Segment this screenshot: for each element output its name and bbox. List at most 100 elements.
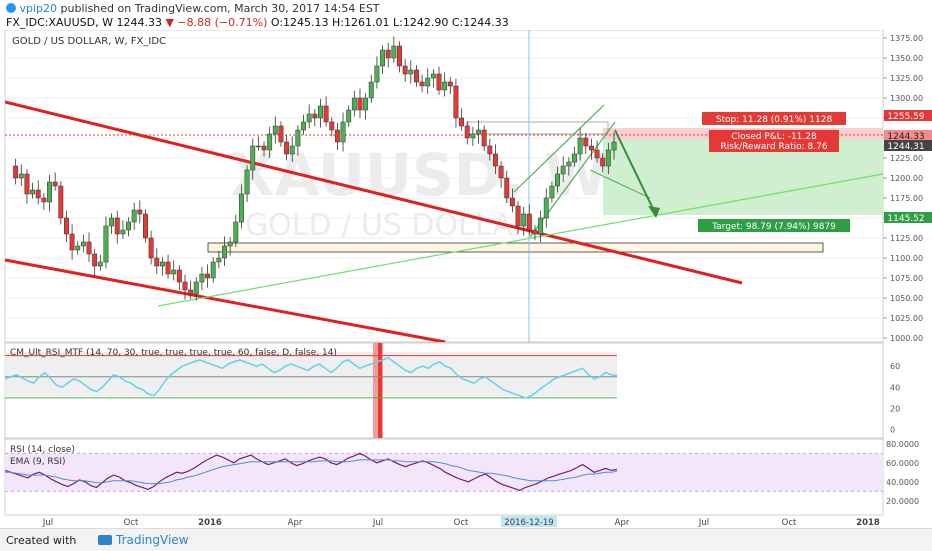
candle-up[interactable]	[351, 97, 357, 111]
candle-up[interactable]	[301, 121, 306, 131]
ult-rsi-line[interactable]	[5, 356, 618, 399]
candle-up[interactable]	[222, 245, 227, 259]
candle-down[interactable]	[600, 157, 606, 167]
candle-down[interactable]	[413, 69, 419, 83]
candle-down[interactable]	[532, 229, 538, 235]
channel-upper-line[interactable]	[513, 104, 605, 193]
candle-up[interactable]	[289, 145, 295, 155]
candle-down[interactable]	[35, 189, 41, 199]
candle-up[interactable]	[216, 257, 222, 263]
candle-up[interactable]	[374, 65, 380, 83]
candle-up[interactable]	[18, 173, 24, 179]
upper-downtrend-line[interactable]	[5, 100, 743, 285]
candle-up[interactable]	[193, 281, 199, 295]
author-name[interactable]: vpip20	[19, 2, 58, 15]
candle-up[interactable]	[97, 261, 103, 267]
candle-down[interactable]	[526, 213, 532, 231]
candle-down[interactable]	[583, 137, 589, 147]
time-axis[interactable]: Jul Oct 2016 Apr Jul Oct 2016-12-19 Apr Jul Oct 20…	[42, 516, 880, 528]
candle-up[interactable]	[605, 149, 611, 167]
candle-up[interactable]	[238, 193, 244, 223]
candle-up[interactable]	[126, 221, 131, 231]
candle-up[interactable]	[272, 125, 278, 135]
candle-down[interactable]	[385, 49, 391, 59]
candle-down[interactable]	[69, 233, 75, 251]
tradingview-brand-link[interactable]: TradingView	[98, 533, 189, 547]
candle-up[interactable]	[549, 185, 555, 199]
candle-down[interactable]	[397, 45, 402, 67]
candle-up[interactable]	[391, 45, 397, 59]
candle-down[interactable]	[143, 213, 148, 239]
candle-down[interactable]	[148, 237, 154, 259]
candle-down[interactable]	[58, 185, 64, 219]
rsi-lines[interactable]	[5, 452, 618, 491]
candle-down[interactable]	[357, 97, 363, 111]
candle-up[interactable]	[267, 133, 273, 151]
candle-down[interactable]	[41, 197, 47, 203]
candle-up[interactable]	[442, 81, 448, 91]
candle-down[interactable]	[481, 129, 487, 147]
candle-up[interactable]	[380, 49, 386, 67]
candle-up[interactable]	[227, 241, 233, 247]
candle-down[interactable]	[114, 217, 120, 235]
candle-up[interactable]	[75, 245, 81, 251]
rsi-ema-line[interactable]	[5, 459, 618, 485]
demand-zone-box[interactable]	[207, 242, 824, 253]
price-axis[interactable]: 1000.00 1025.00 1050.00 1075.00 1100.00 1125.…	[883, 34, 923, 343]
chart-area[interactable]: XAUUSD, W GOLD / US DOLLAR GOLD / US DOL…	[0, 30, 932, 528]
candle-down[interactable]	[24, 173, 30, 195]
candle-up[interactable]	[250, 145, 256, 171]
candle-up[interactable]	[611, 141, 617, 151]
candle-down[interactable]	[188, 289, 194, 295]
candle-down[interactable]	[278, 125, 284, 143]
candle-up[interactable]	[577, 137, 583, 155]
channel-mid-line[interactable]	[589, 169, 651, 199]
candle-down[interactable]	[504, 177, 510, 199]
candle-down[interactable]	[487, 145, 493, 155]
candle-down[interactable]	[588, 145, 594, 151]
candle-down[interactable]	[261, 145, 267, 151]
candle-up[interactable]	[340, 121, 346, 143]
candle-up[interactable]	[171, 269, 177, 275]
candle-down[interactable]	[13, 165, 19, 179]
candle-down[interactable]	[63, 217, 69, 235]
candle-down[interactable]	[594, 149, 600, 159]
candle-up[interactable]	[244, 169, 250, 195]
candle-down[interactable]	[436, 73, 442, 91]
candle-up[interactable]	[566, 161, 572, 167]
candle-up[interactable]	[521, 213, 527, 227]
candle-up[interactable]	[346, 109, 352, 123]
candle-down[interactable]	[154, 257, 160, 267]
candle-down[interactable]	[402, 65, 408, 75]
candle-up[interactable]	[538, 217, 544, 235]
candle-down[interactable]	[92, 253, 98, 267]
candle-down[interactable]	[453, 85, 459, 119]
candle-down[interactable]	[329, 121, 335, 131]
candle-up[interactable]	[109, 217, 115, 227]
candle-up[interactable]	[555, 173, 561, 187]
candle-up[interactable]	[233, 221, 239, 243]
candle-down[interactable]	[493, 153, 498, 167]
candle-up[interactable]	[295, 129, 301, 147]
candle-up[interactable]	[80, 241, 86, 247]
candle-down[interactable]	[86, 241, 92, 255]
candle-down[interactable]	[137, 209, 143, 215]
projection-arrow[interactable]	[614, 129, 657, 216]
candle-up[interactable]	[425, 77, 431, 87]
candle-down[interactable]	[498, 165, 504, 179]
candle-up[interactable]	[560, 165, 566, 175]
candlesticks[interactable]	[13, 36, 617, 301]
candle-up[interactable]	[318, 105, 323, 119]
lower-downtrend-line[interactable]	[5, 258, 446, 342]
candle-down[interactable]	[459, 117, 465, 127]
candle-up[interactable]	[30, 189, 36, 195]
candle-up[interactable]	[210, 261, 216, 279]
rsi-series-line[interactable]	[5, 452, 618, 491]
candle-down[interactable]	[515, 205, 521, 227]
ult-rsi-series-line[interactable]	[5, 356, 618, 399]
candle-down[interactable]	[419, 81, 425, 87]
candle-up[interactable]	[199, 273, 205, 283]
candle-down[interactable]	[447, 81, 453, 87]
candle-down[interactable]	[165, 261, 171, 275]
candle-up[interactable]	[120, 229, 126, 235]
